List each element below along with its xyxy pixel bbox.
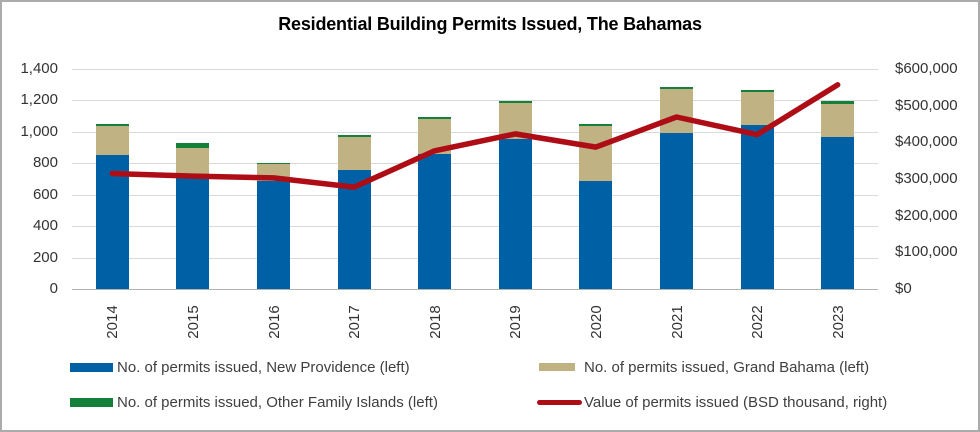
plot-area <box>72 69 878 290</box>
bar-group-2018 <box>418 69 452 289</box>
bar-segment-new-providence-blue-2020 <box>579 181 613 289</box>
bar-segment-grand-bahama-tan-2014 <box>95 125 129 156</box>
bar-segment-other-family-islands-green-2021 <box>660 87 693 89</box>
bar-segment-other-family-islands-green-2014 <box>95 124 129 126</box>
legend-item-new-providence: No. of permits issued, New Providence (l… <box>70 358 410 376</box>
bar-segment-other-family-islands-green-2019 <box>498 101 532 103</box>
bar-group-2014 <box>95 69 129 289</box>
x-tick-label-2016: 2016 <box>265 305 282 339</box>
y-left-tick-label: 0 <box>49 280 58 297</box>
bar-segment-other-family-islands-green-2022 <box>740 90 774 92</box>
legend-item-grand-bahama: No. of permits issued, Grand Bahama (lef… <box>539 358 870 376</box>
gridline <box>72 226 878 228</box>
x-axis: 2014 2015 2016 2017 2018 2019 2020 2021 2022 2023 <box>72 289 878 349</box>
y-right-tick-label: $200,000 <box>895 206 958 224</box>
bar-segment-new-providence-blue-2019 <box>498 138 532 289</box>
bar-segment-new-providence-blue-2015 <box>176 177 210 289</box>
legend-label-new-providence: No. of permits issued, New Providence (l… <box>117 358 410 376</box>
gridline <box>72 257 878 259</box>
bar-segment-other-family-islands-green-2023 <box>821 101 855 104</box>
legend-label-value-line: Value of permits issued (BSD thousand, r… <box>584 393 888 411</box>
bar-segment-new-providence-blue-2017 <box>337 170 371 289</box>
x-tick-label-2021: 2021 <box>668 305 685 339</box>
bar-segment-other-family-islands-green-2016 <box>257 162 290 165</box>
x-tick-label-2022: 2022 <box>748 305 766 339</box>
bar-group-2022 <box>740 69 774 289</box>
x-axis-line <box>72 289 878 290</box>
legend-swatch-other-family-islands <box>70 397 113 407</box>
bar-segment-other-family-islands-green-2020 <box>579 124 613 126</box>
legend-label-grand-bahama: No. of permits issued, Grand Bahama (lef… <box>584 358 870 376</box>
legend-label-other-family-islands: No. of permits issued, Other Family Isla… <box>117 393 438 411</box>
y-right-tick-label: $0 <box>895 280 912 297</box>
bar-segment-new-providence-blue-2021 <box>660 133 693 289</box>
legend-item-value-line: Value of permits issued (BSD thousand, r… <box>537 393 888 411</box>
chart-title: Residential Building Permits Issued, The… <box>278 14 702 34</box>
x-tick-label-2014: 2014 <box>103 305 121 339</box>
bar-segment-grand-bahama-tan-2017 <box>337 136 371 171</box>
legend-swatch-grand-bahama <box>539 363 575 371</box>
x-tick-label-2019: 2019 <box>506 305 524 339</box>
bar-group-2021 <box>660 69 693 289</box>
bar-group-2020 <box>579 69 613 289</box>
gridline <box>72 69 878 70</box>
bar-group-2023 <box>821 69 855 289</box>
bar-segment-other-family-islands-green-2017 <box>337 135 371 137</box>
bar-segment-grand-bahama-tan-2023 <box>821 103 855 137</box>
bar-segment-grand-bahama-tan-2022 <box>740 91 774 125</box>
y-axis-left: 1,400 1,200 1,000 800 600 400 200 0 <box>2 60 58 297</box>
bar-segment-grand-bahama-tan-2015 <box>176 147 210 178</box>
y-right-tick-label: $400,000 <box>895 133 958 151</box>
y-axis-right: $600,000 $500,000 $400,000 $300,000 $200,000… <box>895 60 975 297</box>
bar-group-2017 <box>337 69 371 289</box>
bar-segment-grand-bahama-tan-2020 <box>579 125 613 182</box>
bar-segment-new-providence-blue-2014 <box>95 155 129 289</box>
bar-segment-other-family-islands-green-2015 <box>176 142 210 148</box>
value-line-path <box>109 82 841 190</box>
bar-segment-new-providence-blue-2023 <box>821 136 855 289</box>
bar-group-2016 <box>257 69 290 289</box>
y-right-tick-label: $500,000 <box>895 96 958 114</box>
x-tick-label-2023: 2023 <box>829 305 847 339</box>
y-left-tick-label: 1,400 <box>20 60 58 77</box>
gridline <box>72 194 878 196</box>
bar-segment-new-providence-blue-2022 <box>740 124 774 289</box>
y-left-tick-label: 1,200 <box>20 91 58 109</box>
y-left-tick-label: 400 <box>32 217 58 235</box>
gridline <box>72 163 878 165</box>
legend-swatch-new-providence <box>70 362 113 372</box>
gridline <box>72 100 878 102</box>
legend-line-swatch-icon <box>537 399 582 405</box>
legend-item-other-family-islands: No. of permits issued, Other Family Isla… <box>70 393 438 411</box>
y-left-tick-label: 600 <box>32 185 58 203</box>
y-right-tick-label: $600,000 <box>895 60 958 77</box>
value-line-series <box>109 82 841 190</box>
x-tick-label-2015: 2015 <box>184 305 202 339</box>
gridline <box>72 131 878 133</box>
bar-segment-new-providence-blue-2018 <box>418 153 452 289</box>
bar-segment-new-providence-blue-2016 <box>257 181 290 289</box>
bar-segment-grand-bahama-tan-2021 <box>660 88 693 134</box>
bar-group-2015 <box>176 69 210 289</box>
y-left-tick-label: 1,000 <box>20 122 58 140</box>
y-right-tick-label: $100,000 <box>895 243 958 261</box>
bar-segment-other-family-islands-green-2018 <box>418 116 452 119</box>
x-tick-label-2018: 2018 <box>426 305 444 339</box>
y-right-tick-label: $300,000 <box>895 170 958 187</box>
y-left-tick-label: 800 <box>32 154 58 172</box>
y-left-tick-label: 200 <box>32 248 58 266</box>
x-tick-label-2020: 2020 <box>587 305 605 339</box>
x-tick-label-2017: 2017 <box>345 305 363 339</box>
